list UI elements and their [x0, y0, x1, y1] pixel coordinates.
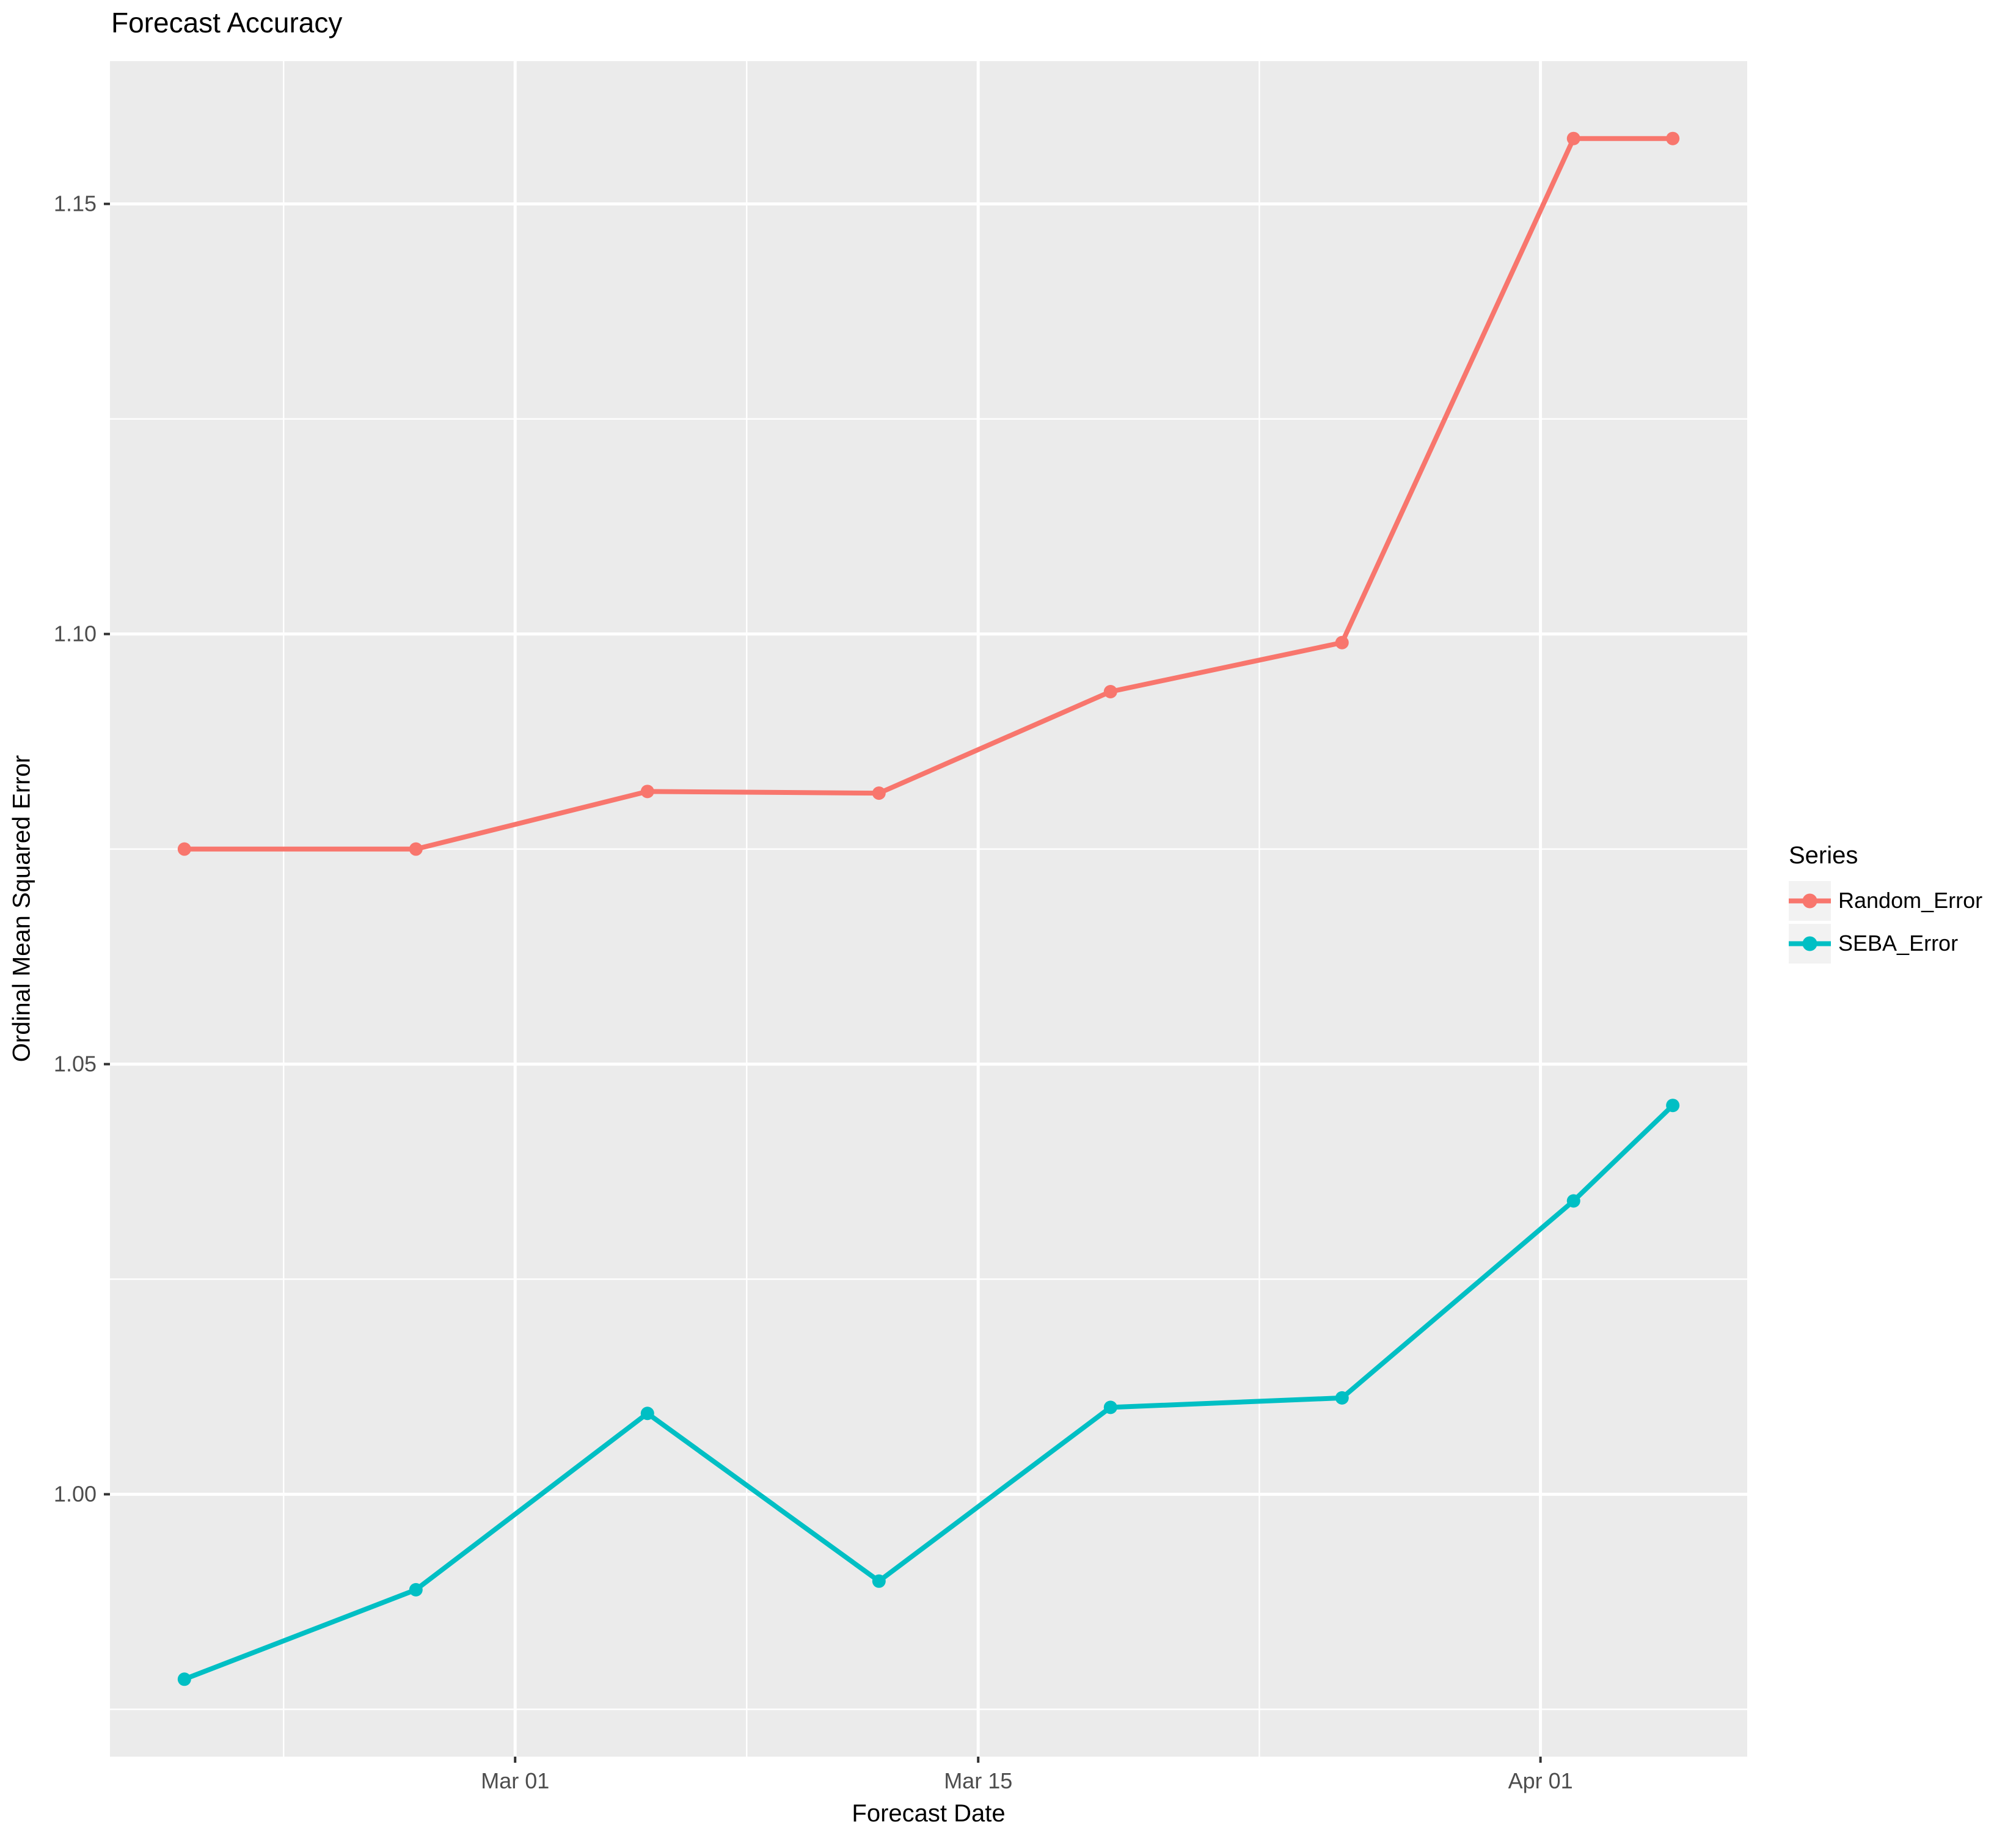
legend-key-glyph — [1789, 936, 1831, 951]
legend: Series Random_Error SEBA_Error — [1789, 842, 1982, 965]
data-point-seba_error — [1335, 1391, 1349, 1405]
data-point-random_error — [872, 786, 886, 800]
legend-entry-random_error: Random_Error — [1789, 879, 1982, 922]
legend-key-glyph — [1789, 893, 1831, 908]
legend-entries: Random_Error SEBA_Error — [1789, 879, 1982, 965]
data-point-seba_error — [1103, 1400, 1117, 1414]
x-tick-label: Apr 01 — [1508, 1768, 1573, 1793]
data-point-seba_error — [1566, 1194, 1580, 1208]
x-tick-label: Mar 15 — [944, 1768, 1012, 1793]
data-point-random_error — [409, 842, 423, 856]
data-point-seba_error — [177, 1672, 191, 1686]
legend-entry-seba_error: SEBA_Error — [1789, 922, 1982, 965]
series-line-seba_error — [183, 1103, 1675, 1682]
y-tick-label: 1.00 — [54, 1482, 97, 1507]
plot-panel — [110, 61, 1747, 1757]
y-tick-label: 1.15 — [54, 191, 97, 216]
data-point-random_error — [640, 785, 654, 799]
chart-title: Forecast Accuracy — [111, 7, 343, 38]
x-tick-label: Mar 01 — [481, 1768, 549, 1793]
y-tick-label: 1.10 — [54, 621, 97, 646]
data-point-random_error — [1666, 131, 1680, 145]
x-axis-title: Forecast Date — [852, 1800, 1006, 1827]
data-point-seba_error — [1666, 1099, 1680, 1113]
legend-key-swatch — [1789, 880, 1831, 921]
data-point-seba_error — [872, 1574, 886, 1588]
legend-entry-label: Random_Error — [1838, 888, 1983, 913]
y-axis-title: Ordinal Mean Squared Error — [8, 755, 35, 1063]
data-point-random_error — [177, 842, 191, 856]
legend-entry-label: SEBA_Error — [1838, 931, 1959, 956]
data-point-seba_error — [640, 1407, 654, 1421]
data-point-seba_error — [409, 1582, 423, 1597]
data-point-random_error — [1103, 685, 1117, 699]
data-point-random_error — [1335, 635, 1349, 649]
y-tick-label: 1.05 — [54, 1052, 97, 1077]
legend-key-swatch — [1789, 923, 1831, 964]
legend-title: Series — [1789, 842, 1858, 869]
data-point-random_error — [1566, 131, 1580, 145]
series-line-random_error — [184, 136, 1673, 852]
